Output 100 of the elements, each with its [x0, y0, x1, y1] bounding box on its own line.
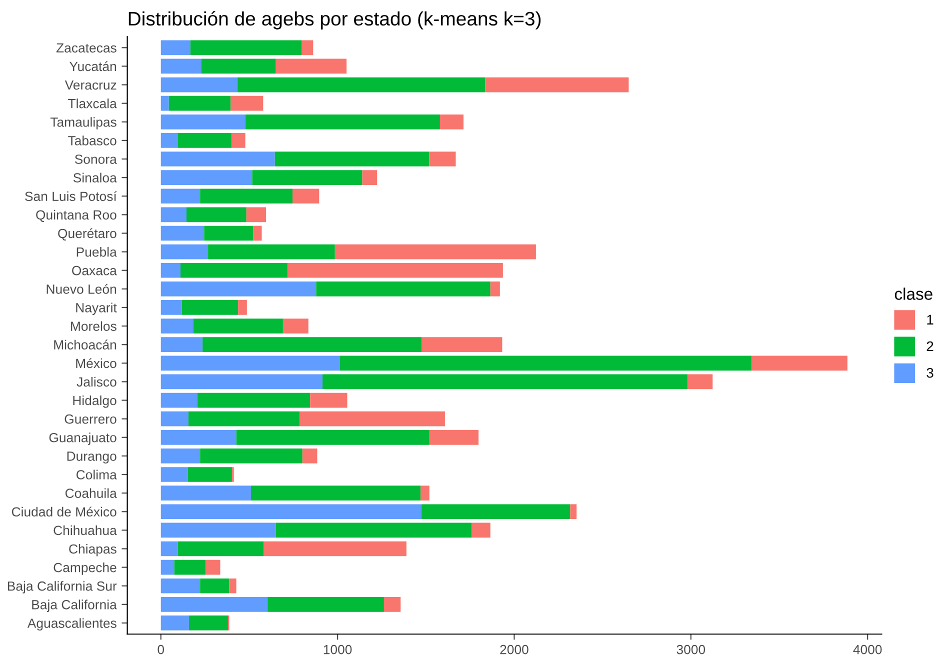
bar [160, 152, 275, 166]
y-tick-label: Coahuila [65, 488, 117, 498]
bar [160, 96, 169, 111]
x-tick-label: 3000 [676, 644, 706, 654]
bar [174, 560, 206, 575]
x-tick-label: 4000 [853, 644, 882, 654]
bar [253, 226, 262, 241]
bar [570, 504, 577, 520]
y-tick-label: Nayarit [76, 302, 117, 315]
bar [180, 262, 288, 278]
y-tick-label: Baja California Sur [8, 581, 117, 594]
y-tick-label: Tabasco [68, 136, 116, 146]
bar [246, 207, 266, 222]
bar [276, 58, 347, 74]
bar [238, 300, 247, 315]
bar [276, 522, 472, 538]
bar [316, 282, 490, 296]
bar [229, 578, 236, 594]
bar [160, 392, 198, 408]
y-tick-label: Tamaulipas [50, 117, 116, 130]
bar [160, 448, 200, 464]
y-tick-label: Oaxaca [72, 266, 117, 276]
y-tick-label: Colima [76, 470, 117, 480]
bar [688, 374, 713, 390]
bar [160, 616, 189, 630]
y-tick-label: Sinaloa [73, 172, 117, 182]
bar [206, 560, 220, 575]
bar [302, 40, 314, 56]
y-tick-label: Zacatecas [56, 43, 116, 53]
bar [238, 77, 486, 92]
bar [471, 522, 490, 538]
y-tick-label: Chihuahua [54, 525, 117, 536]
bar [322, 374, 688, 390]
bar [160, 467, 188, 482]
bar [160, 226, 204, 241]
bar [160, 170, 252, 185]
x-tick-label: 0 [158, 644, 164, 654]
bar [160, 504, 422, 520]
bar [160, 58, 202, 74]
bar [188, 467, 232, 482]
bar [282, 318, 308, 334]
bar [230, 96, 264, 111]
bar [160, 133, 178, 148]
bar [160, 486, 251, 500]
bar [160, 77, 238, 92]
bar [202, 337, 422, 352]
bar [420, 486, 430, 500]
bar [186, 207, 246, 222]
y-tick-label: Campeche [54, 562, 116, 575]
bar [168, 96, 231, 111]
bar [422, 337, 502, 352]
bar [302, 448, 318, 464]
bar [200, 188, 292, 204]
y-tick-label: Nuevo León [46, 284, 116, 294]
y-tick-label: Chiapas [69, 544, 116, 556]
bar [160, 597, 268, 612]
y-tick-label: Michoacán [54, 340, 116, 350]
bar [193, 318, 283, 334]
bar [340, 356, 752, 371]
bar [188, 411, 300, 426]
bar [421, 504, 570, 520]
y-tick-label: Veracruz [64, 80, 116, 90]
legend-label: 1 [927, 314, 934, 324]
legend-title: clase [894, 288, 932, 300]
bar [250, 486, 421, 500]
y-tick-label: México [76, 358, 116, 368]
legend-label: 3 [926, 368, 934, 378]
bar [490, 282, 500, 296]
bar [245, 114, 440, 130]
bar [362, 170, 378, 185]
y-tick-label: Yucatán [69, 61, 116, 72]
bar [160, 40, 190, 56]
bar [190, 40, 302, 56]
bar [160, 300, 182, 315]
y-tick-label: Jalisco [76, 376, 116, 387]
bar [160, 282, 316, 296]
bar [232, 133, 246, 148]
bar [160, 578, 200, 594]
bar [429, 430, 479, 445]
bar [160, 356, 340, 371]
bar [160, 318, 194, 334]
bar [200, 448, 302, 464]
y-tick-label: Querétaro [58, 228, 116, 241]
bar [160, 560, 174, 575]
bar [160, 374, 323, 390]
y-tick-label: Ciudad de México [12, 506, 116, 517]
bar [182, 300, 238, 315]
y-tick-label: Aguascalientes [27, 618, 116, 631]
bar [429, 152, 456, 166]
bar [160, 411, 188, 426]
bar [752, 356, 848, 371]
bar [252, 170, 362, 185]
bar [160, 262, 180, 278]
y-tick-label: Sonora [74, 154, 117, 164]
bar [160, 244, 208, 260]
y-tick-label: Baja California [32, 600, 117, 612]
y-tick-label: Puebla [76, 247, 117, 257]
bar [160, 522, 276, 538]
bar [200, 578, 230, 594]
bar [274, 152, 430, 166]
